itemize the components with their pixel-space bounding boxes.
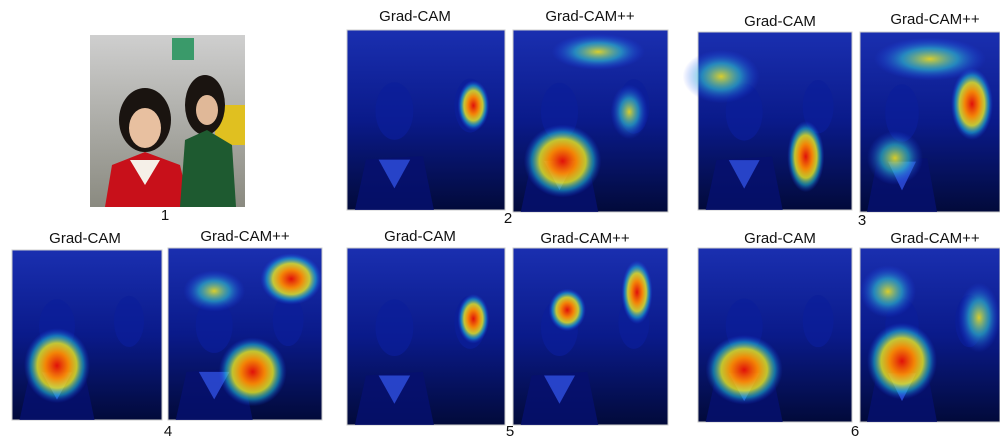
heat-spot xyxy=(867,323,937,400)
caption: Grad-CAM++ xyxy=(545,8,634,25)
heat-spot xyxy=(458,80,490,130)
caption: Grad-CAM xyxy=(744,230,816,247)
caption: 6 xyxy=(851,423,859,440)
heat-spot xyxy=(183,270,245,311)
person-shape xyxy=(375,82,413,140)
heat-spot xyxy=(24,328,90,403)
heatmap-image xyxy=(698,248,852,422)
heat-spot xyxy=(260,253,322,305)
figure: 1 Grad-CAM Grad-CAM++ 2 Grad-CAM Grad-CAM++ 3 G… xyxy=(0,0,1000,442)
face xyxy=(129,108,161,148)
heatmap-image xyxy=(860,32,1000,212)
sign xyxy=(172,38,194,60)
caption: Grad-CAM xyxy=(379,8,451,25)
heat-spot xyxy=(867,131,923,185)
caption: Grad-CAM xyxy=(49,230,121,247)
heat-spot xyxy=(219,337,287,406)
heatmap-image xyxy=(347,248,505,425)
heatmap-image xyxy=(860,248,1000,422)
person-shape xyxy=(114,296,144,347)
caption: 4 xyxy=(164,423,172,440)
caption: Grad-CAM++ xyxy=(540,230,629,247)
heat-spot xyxy=(951,68,993,140)
caption: Grad-CAM++ xyxy=(200,228,289,245)
heat-spot xyxy=(706,335,783,405)
heatmap-image xyxy=(513,248,668,425)
caption: Grad-CAM++ xyxy=(890,11,979,28)
heat-spot xyxy=(622,260,653,324)
heat-spot xyxy=(549,289,586,331)
heatmap-image xyxy=(683,32,852,210)
heatmap-image xyxy=(513,30,668,212)
caption: 1 xyxy=(161,207,169,224)
heat-spot xyxy=(552,34,645,70)
heat-spot xyxy=(611,85,648,140)
input-photo xyxy=(90,35,245,207)
caption: 5 xyxy=(506,423,514,440)
heatmap-image xyxy=(12,250,162,420)
person-shape xyxy=(803,295,834,347)
caption: Grad-CAM xyxy=(744,13,816,30)
heat-spot xyxy=(787,121,824,192)
heatmap-image xyxy=(347,30,505,210)
heat-spot xyxy=(860,265,916,317)
caption: Grad-CAM++ xyxy=(890,230,979,247)
caption: 2 xyxy=(504,210,512,227)
heat-spot xyxy=(458,294,490,344)
page: {"panels": [ {"label": "1"}, {"label": "… xyxy=(0,0,1000,442)
heat-spot xyxy=(683,50,760,103)
heat-spot xyxy=(524,125,602,198)
person-shape xyxy=(375,299,413,356)
caption: Grad-CAM xyxy=(384,228,456,245)
face xyxy=(196,95,218,125)
heatmap-image xyxy=(168,248,322,420)
caption: 3 xyxy=(858,212,866,229)
heat-spot xyxy=(874,37,986,80)
heat-spot xyxy=(958,283,1000,353)
